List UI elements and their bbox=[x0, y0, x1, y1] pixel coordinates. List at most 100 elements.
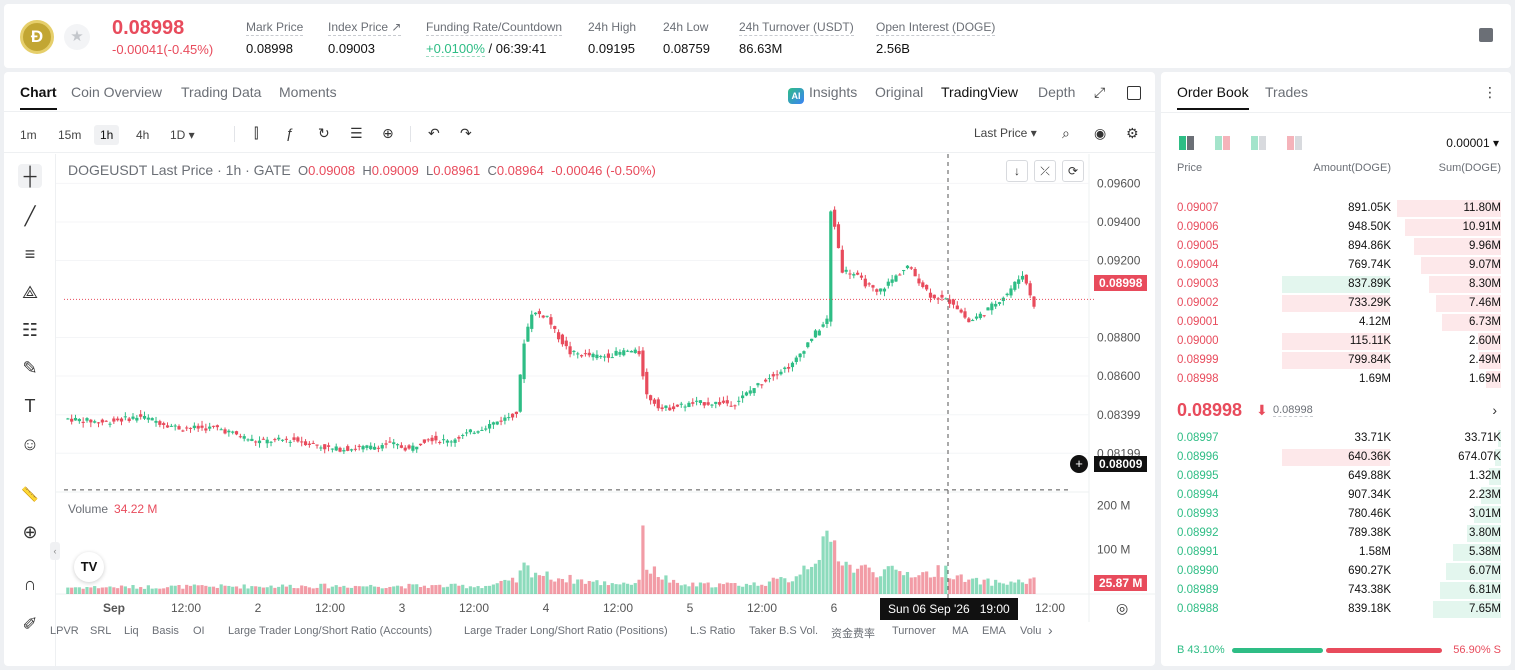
indicator-srl[interactable]: SRL bbox=[90, 625, 112, 637]
template-icon[interactable]: ☰ bbox=[350, 125, 363, 141]
indicator-basis[interactable]: Basis bbox=[152, 625, 179, 637]
volume-bar bbox=[691, 582, 695, 594]
collapse-drawbar-icon[interactable]: ‹ bbox=[50, 542, 60, 560]
view-asks-icon[interactable] bbox=[1215, 136, 1231, 150]
row-amount: 640.36K bbox=[1348, 451, 1391, 463]
emoji-icon[interactable]: ☺ bbox=[20, 434, 40, 454]
stat-label[interactable]: Funding Rate/Countdown bbox=[426, 20, 563, 36]
indicator-ema[interactable]: EMA bbox=[982, 625, 1006, 637]
arrow-down-icon[interactable]: ↓ bbox=[1006, 160, 1028, 182]
ask-row[interactable]: 0.08998 1.69M 1.69M bbox=[1161, 370, 1511, 389]
favorite-star-icon[interactable]: ★ bbox=[64, 24, 90, 50]
view-both-icon[interactable] bbox=[1179, 136, 1195, 150]
interval-4h[interactable]: 4h bbox=[136, 128, 150, 142]
ask-row[interactable]: 0.09007 891.05K 11.80M bbox=[1161, 199, 1511, 218]
ask-row[interactable]: 0.09003 837.89K 8.30M bbox=[1161, 275, 1511, 294]
bid-row[interactable]: 0.08995 649.88K 1.32M bbox=[1161, 467, 1511, 486]
bid-row[interactable]: 0.08990 690.27K 6.07M bbox=[1161, 562, 1511, 581]
ask-row[interactable]: 0.09004 769.74K 9.07M bbox=[1161, 256, 1511, 275]
indicator-lpvr[interactable]: LPVR bbox=[50, 625, 79, 637]
bid-row[interactable]: 0.08991 1.58M 5.38M bbox=[1161, 543, 1511, 562]
ask-row[interactable]: 0.09001 4.12M 6.73M bbox=[1161, 313, 1511, 332]
ruler-icon[interactable]: 📏 bbox=[21, 486, 39, 502]
stat-label[interactable]: Index Price ↗ bbox=[328, 20, 402, 36]
insights-button[interactable]: AI Insights bbox=[788, 84, 857, 104]
trendline-icon[interactable]: ╱ bbox=[24, 206, 36, 226]
ask-row[interactable]: 0.08999 799.84K 2.49M bbox=[1161, 351, 1511, 370]
camera-icon[interactable]: ◉ bbox=[1094, 125, 1107, 141]
tab-trades[interactable]: Trades bbox=[1265, 84, 1309, 100]
tab-moments[interactable]: Moments bbox=[279, 84, 337, 100]
guide-book-icon[interactable] bbox=[1479, 28, 1493, 42]
indicator-oi[interactable]: OI bbox=[193, 625, 205, 637]
bid-row[interactable]: 0.08994 907.34K 2.23M bbox=[1161, 486, 1511, 505]
bid-row[interactable]: 0.08996 640.36K 674.07K bbox=[1161, 448, 1511, 467]
chevron-right-icon[interactable]: › bbox=[1492, 402, 1497, 418]
indicators-icon[interactable]: ƒ bbox=[286, 125, 294, 141]
zoom-icon[interactable]: ⊕ bbox=[22, 522, 38, 542]
chart-settings-icon[interactable]: ◎ bbox=[1116, 600, 1129, 616]
alert-icon[interactable]: ⊕ bbox=[382, 125, 394, 141]
ask-row[interactable]: 0.09002 733.29K 7.46M bbox=[1161, 294, 1511, 313]
tab-coin-overview[interactable]: Coin Overview bbox=[71, 84, 163, 100]
view-depth[interactable]: Depth bbox=[1038, 84, 1076, 100]
chevron-right-icon[interactable]: › bbox=[1048, 622, 1053, 638]
undo-icon[interactable]: ↶ bbox=[428, 125, 440, 141]
bid-row[interactable]: 0.08993 780.46K 3.01M bbox=[1161, 505, 1511, 524]
indicator-volume[interactable]: Volu bbox=[1020, 625, 1042, 637]
text-tool-icon[interactable]: T bbox=[24, 396, 36, 416]
indicator-liq[interactable]: Liq bbox=[124, 625, 139, 637]
replay-icon[interactable]: ↻ bbox=[318, 125, 330, 141]
interval-1h[interactable]: 1h bbox=[94, 125, 120, 145]
expand-icon[interactable]: ⤢ bbox=[1094, 84, 1106, 100]
fibonacci-icon[interactable]: ☷ bbox=[21, 320, 39, 340]
redo-icon[interactable]: ↷ bbox=[460, 125, 472, 141]
settings-gear-icon[interactable]: ⚙ bbox=[1126, 125, 1139, 141]
bid-row[interactable]: 0.08997 33.71K 33.71K bbox=[1161, 429, 1511, 448]
brush-icon[interactable]: ✎ bbox=[22, 358, 38, 378]
pencil-icon[interactable]: ✐ bbox=[22, 614, 38, 634]
window-icon[interactable] bbox=[1127, 86, 1141, 100]
crosshair-icon[interactable]: ┼ bbox=[18, 164, 42, 188]
candle-type-icon[interactable]: ⫿ bbox=[254, 125, 259, 141]
tab-chart[interactable]: Chart bbox=[20, 84, 57, 110]
indicator-taker-vol[interactable]: Taker B.S Vol. bbox=[749, 625, 819, 637]
tab-trading-data[interactable]: Trading Data bbox=[181, 84, 262, 100]
view-original[interactable]: Original bbox=[875, 84, 924, 100]
fit-icon[interactable]: ⟳ bbox=[1062, 160, 1084, 182]
interval-15m[interactable]: 15m bbox=[58, 128, 82, 142]
indicator-funding[interactable]: 资金费率 bbox=[831, 628, 875, 640]
indicator-ma[interactable]: MA bbox=[952, 625, 969, 637]
bid-row[interactable]: 0.08988 839.18K 7.65M bbox=[1161, 600, 1511, 619]
bid-row[interactable]: 0.08992 789.38K 3.80M bbox=[1161, 524, 1511, 543]
search-icon[interactable]: ⌕ bbox=[1062, 125, 1070, 141]
indicator-ltlsr-positions[interactable]: Large Trader Long/Short Ratio (Positions… bbox=[464, 625, 668, 637]
indicator-turnover[interactable]: Turnover bbox=[892, 625, 936, 637]
candlestick-chart[interactable]: 0.09600 0.09400 0.09200 0.08800 0.08600 0.083… bbox=[4, 72, 1155, 666]
pattern-icon[interactable]: ⟁ bbox=[21, 282, 39, 302]
stat-label[interactable]: Open Interest (DOGE) bbox=[876, 20, 996, 36]
bid-row[interactable]: 0.08989 743.38K 6.81M bbox=[1161, 581, 1511, 600]
more-options-icon[interactable]: ⋮ bbox=[1483, 84, 1497, 100]
tradingview-logo[interactable]: TV bbox=[74, 552, 104, 582]
stat-label[interactable]: 24h Turnover (USDT) bbox=[739, 20, 854, 36]
ask-row[interactable]: 0.09005 894.86K 9.96M bbox=[1161, 237, 1511, 256]
ask-row[interactable]: 0.09000 115.11K 2.60M bbox=[1161, 332, 1511, 351]
price-source-select[interactable]: Last Price ▾ bbox=[974, 126, 1037, 140]
interval-1d-dropdown[interactable]: 1D ▾ bbox=[170, 128, 195, 142]
view-bids-icon[interactable] bbox=[1251, 136, 1267, 150]
view-depth-icon[interactable] bbox=[1287, 136, 1303, 150]
add-alert-icon[interactable]: + bbox=[1070, 455, 1088, 473]
tab-order-book[interactable]: Order Book bbox=[1177, 84, 1249, 110]
channel-icon[interactable]: ≡ bbox=[24, 244, 36, 264]
view-tradingview[interactable]: TradingView bbox=[941, 84, 1019, 100]
ask-row[interactable]: 0.09006 948.50K 10.91M bbox=[1161, 218, 1511, 237]
indicator-ls-ratio[interactable]: L.S Ratio bbox=[690, 625, 736, 637]
funding-rate-value[interactable]: +0.0100% bbox=[426, 41, 485, 57]
interval-1m[interactable]: 1m bbox=[20, 128, 37, 142]
collapse-icon[interactable]: ⤫ bbox=[1034, 160, 1056, 182]
stat-label[interactable]: Mark Price bbox=[246, 20, 304, 36]
precision-select[interactable]: 0.00001 ▾ bbox=[1446, 136, 1499, 150]
indicator-ltlsr-accounts[interactable]: Large Trader Long/Short Ratio (Accounts) bbox=[228, 625, 433, 637]
magnet-icon[interactable]: ∩ bbox=[23, 574, 37, 594]
